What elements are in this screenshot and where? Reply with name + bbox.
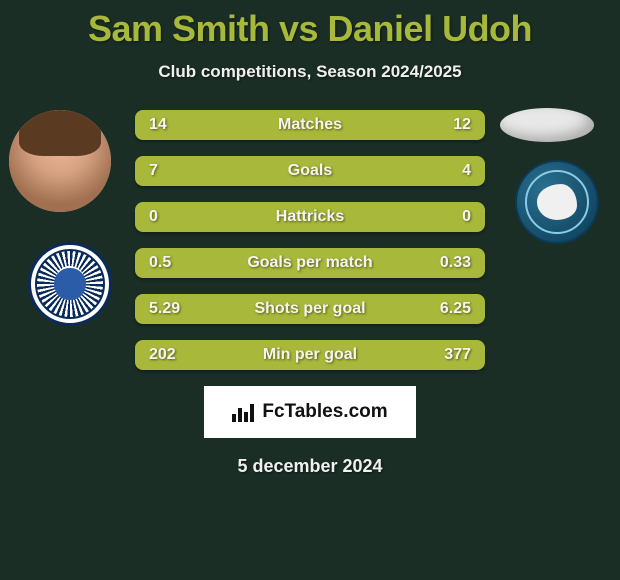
stat-value-right: 0.33: [440, 254, 471, 272]
bar-chart-icon: [232, 402, 256, 422]
stat-row: 7 Goals 4: [135, 156, 485, 186]
comparison-title: Sam Smith vs Daniel Udoh: [0, 0, 620, 50]
comparison-subtitle: Club competitions, Season 2024/2025: [0, 62, 620, 82]
attribution-box: FcTables.com: [204, 386, 416, 438]
stat-value-right: 6.25: [440, 300, 471, 318]
stats-table: 14 Matches 12 7 Goals 4 0 Hattricks 0 0.5 Goals pe…: [135, 110, 485, 370]
comparison-date: 5 december 2024: [0, 456, 620, 477]
stat-label: Min per goal: [263, 346, 357, 364]
stat-row: 5.29 Shots per goal 6.25: [135, 294, 485, 324]
stat-value-left: 0: [149, 208, 158, 226]
stat-value-right: 377: [444, 346, 471, 364]
club-badge-right: [515, 160, 599, 244]
stat-row: 0.5 Goals per match 0.33: [135, 248, 485, 278]
stat-label: Goals: [288, 162, 332, 180]
attribution-text: FcTables.com: [262, 401, 387, 423]
stat-value-left: 5.29: [149, 300, 180, 318]
stat-value-left: 7: [149, 162, 158, 180]
stat-label: Hattricks: [276, 208, 344, 226]
stat-value-right: 4: [462, 162, 471, 180]
stat-value-right: 0: [462, 208, 471, 226]
stat-value-left: 202: [149, 346, 176, 364]
main-area: 14 Matches 12 7 Goals 4 0 Hattricks 0 0.5 Goals pe…: [0, 110, 620, 477]
player-right-photo: [500, 108, 594, 142]
stat-value-right: 12: [453, 116, 471, 134]
stat-label: Goals per match: [247, 254, 372, 272]
stat-label: Matches: [278, 116, 342, 134]
stat-row: 202 Min per goal 377: [135, 340, 485, 370]
stat-value-left: 14: [149, 116, 167, 134]
stat-row: 14 Matches 12: [135, 110, 485, 140]
player-left-photo: [9, 110, 111, 212]
stat-label: Shots per goal: [254, 300, 365, 318]
stat-value-left: 0.5: [149, 254, 171, 272]
stat-row: 0 Hattricks 0: [135, 202, 485, 232]
club-badge-left: [28, 242, 112, 326]
